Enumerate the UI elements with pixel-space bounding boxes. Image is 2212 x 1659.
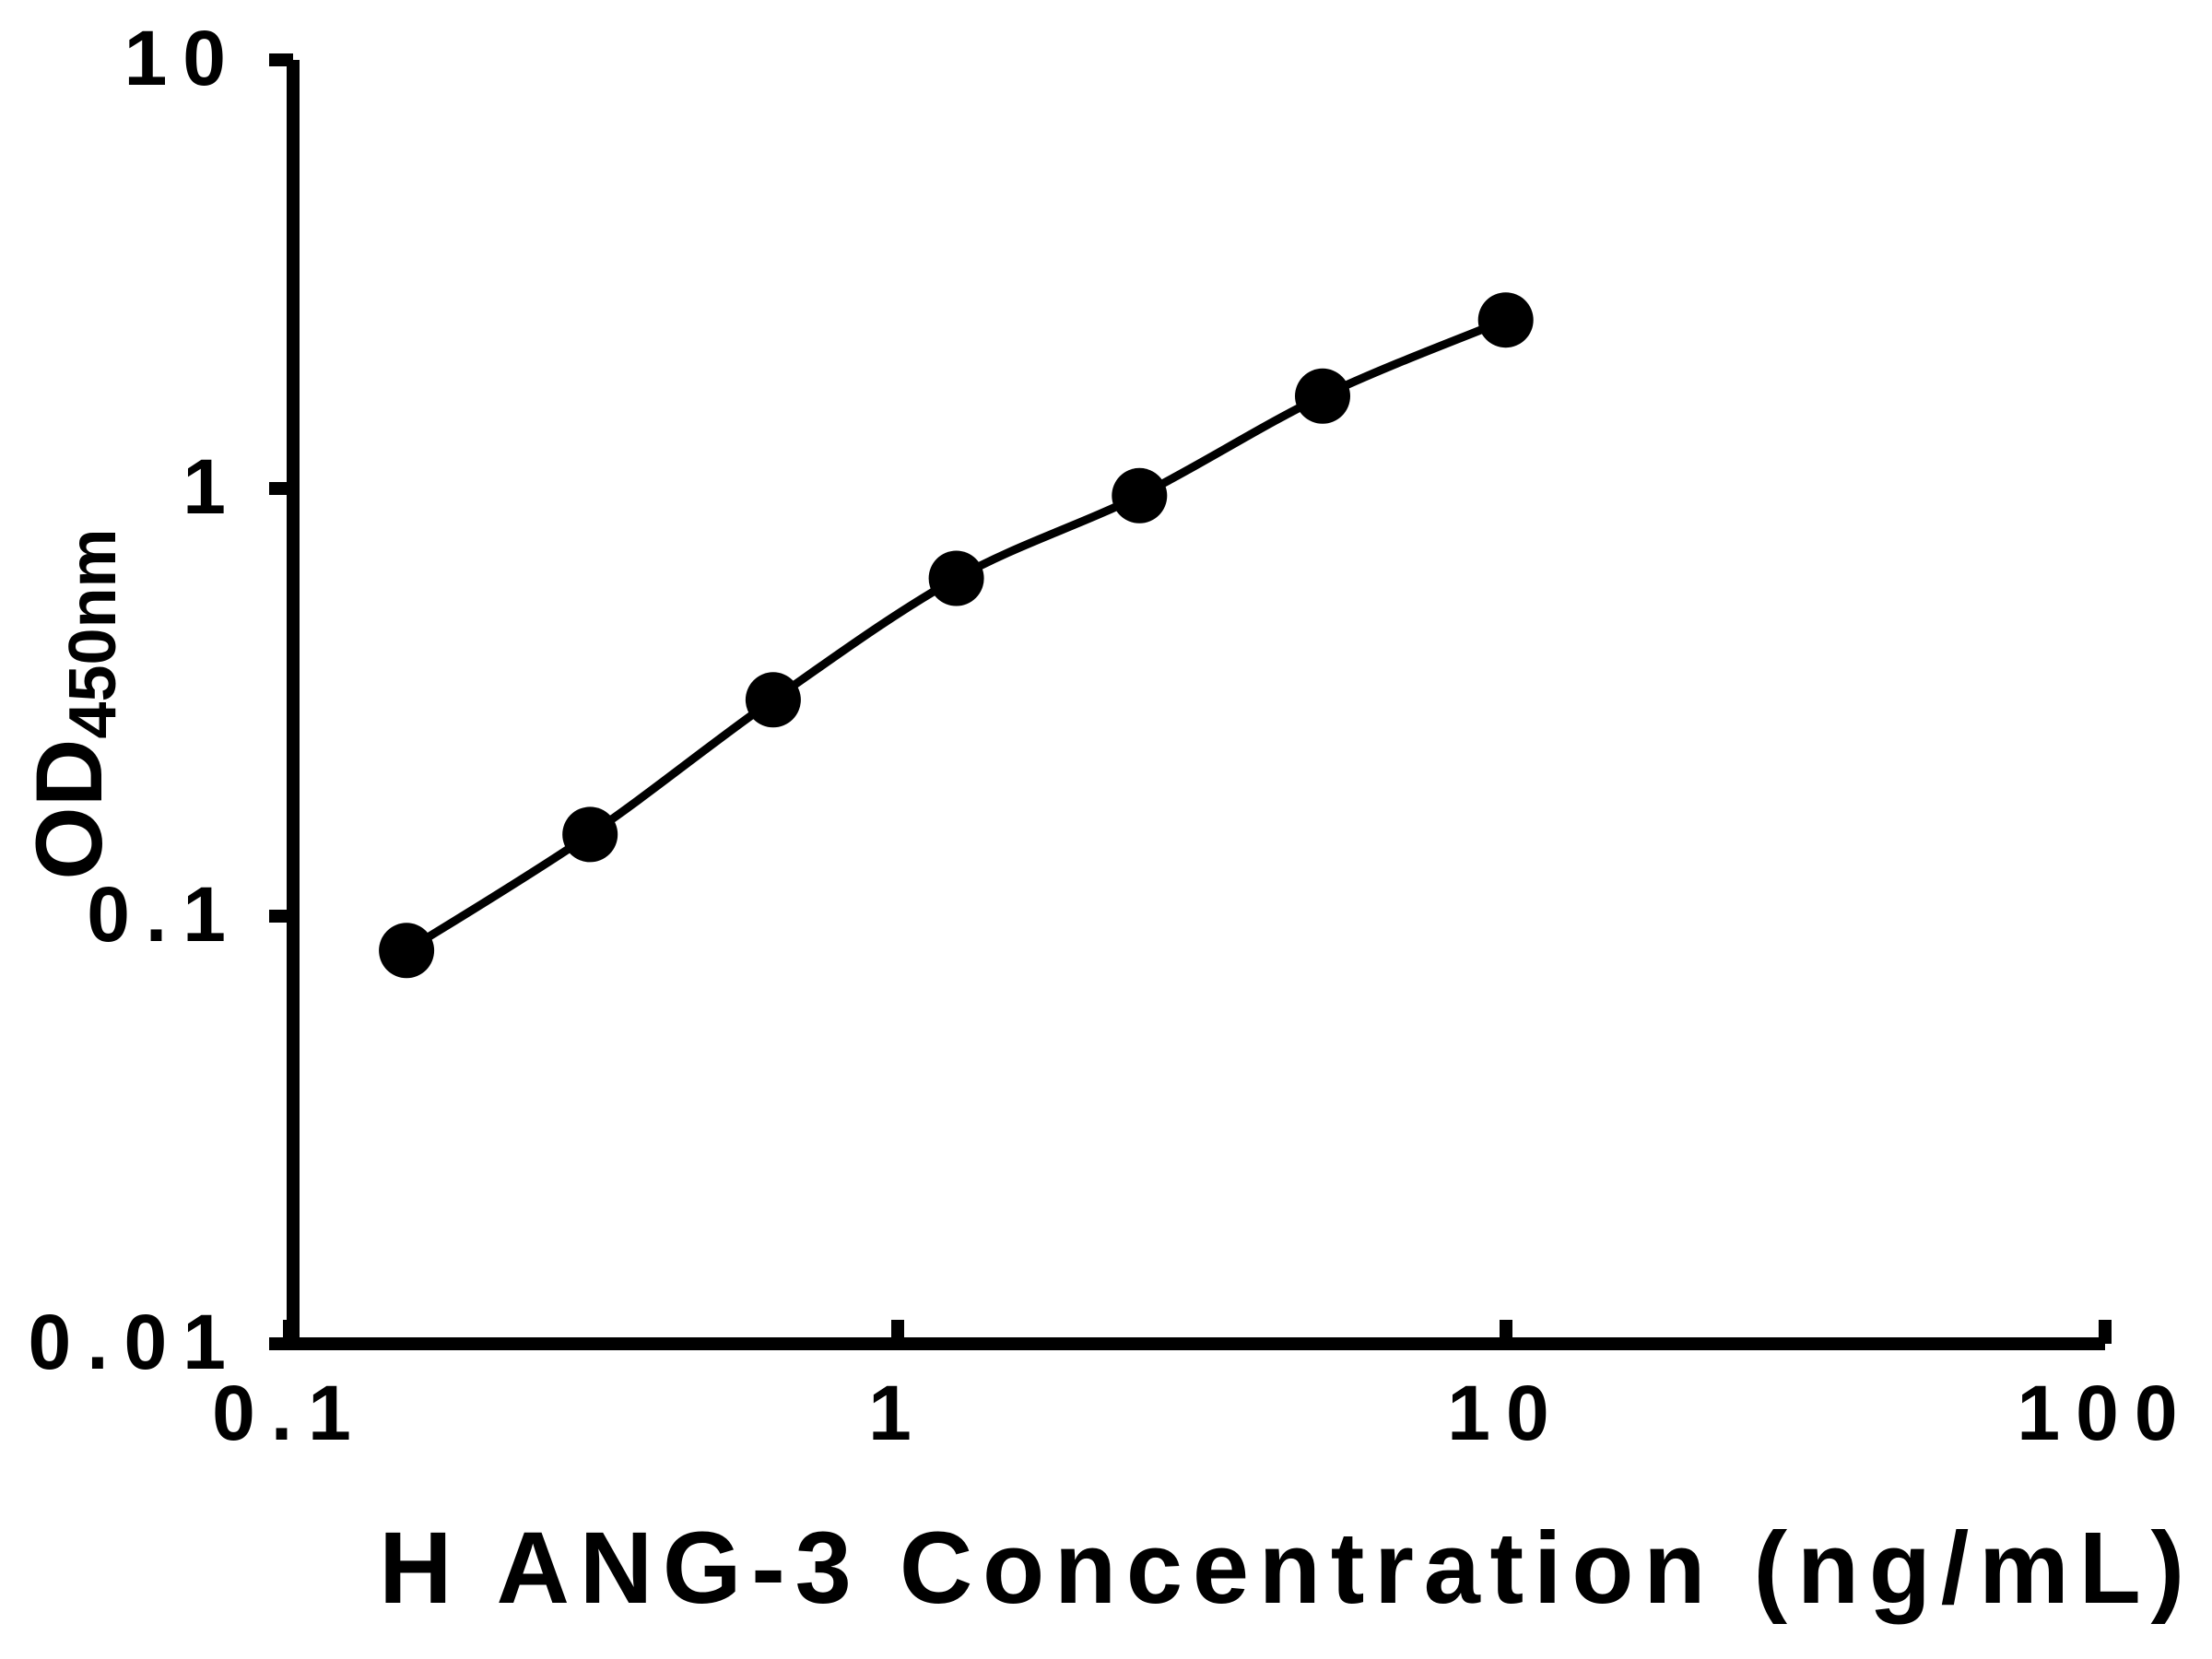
svg-text:H ANG-3 Concentration (ng/mL): H ANG-3 Concentration (ng/mL) (379, 1512, 2194, 1625)
svg-text:10: 10 (124, 15, 241, 101)
svg-text:0.01: 0.01 (29, 1299, 242, 1385)
svg-text:100: 100 (2017, 1370, 2193, 1456)
svg-text:1: 1 (182, 443, 241, 530)
svg-text:10: 10 (1447, 1370, 1564, 1456)
svg-text:OD450nm: OD450nm (17, 528, 130, 879)
svg-text:0.1: 0.1 (87, 871, 241, 958)
svg-text:1: 1 (868, 1370, 927, 1456)
svg-text:0.1: 0.1 (212, 1370, 367, 1456)
